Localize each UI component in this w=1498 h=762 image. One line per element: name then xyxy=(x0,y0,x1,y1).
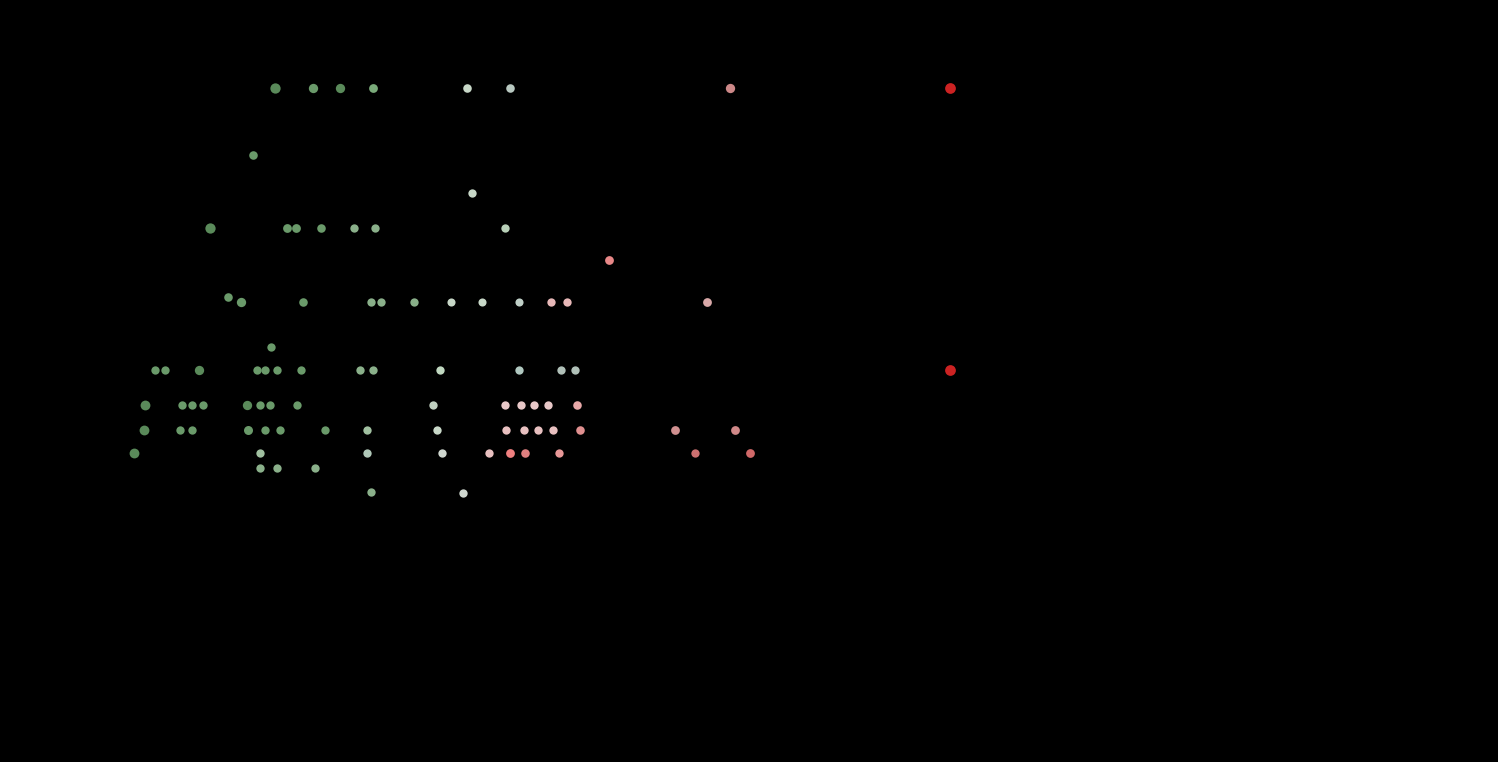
Point xyxy=(497,447,521,459)
Point xyxy=(360,486,383,498)
Point xyxy=(249,447,273,459)
Point xyxy=(664,424,688,436)
Point xyxy=(718,82,742,94)
Point xyxy=(276,222,300,234)
Point xyxy=(169,399,193,411)
Point xyxy=(512,447,536,459)
Point xyxy=(421,399,445,411)
Point xyxy=(361,364,385,376)
Point xyxy=(565,399,589,411)
Point xyxy=(229,296,253,308)
Point xyxy=(509,399,533,411)
Point xyxy=(541,424,565,436)
Point xyxy=(428,364,452,376)
Point xyxy=(241,149,265,161)
Point xyxy=(180,399,204,411)
Point xyxy=(133,399,157,411)
Point xyxy=(258,399,282,411)
Point xyxy=(494,424,518,436)
Point xyxy=(739,447,762,459)
Point xyxy=(470,296,494,308)
Point xyxy=(360,296,383,308)
Point xyxy=(301,82,325,94)
Point xyxy=(460,187,484,199)
Point xyxy=(253,364,277,376)
Point xyxy=(303,462,327,474)
Point xyxy=(512,424,536,436)
Point xyxy=(153,364,177,376)
Point xyxy=(363,222,386,234)
Point xyxy=(309,222,333,234)
Point xyxy=(142,364,166,376)
Point xyxy=(259,341,283,353)
Point xyxy=(361,82,385,94)
Point xyxy=(598,254,622,266)
Point xyxy=(289,364,313,376)
Point xyxy=(246,364,270,376)
Point xyxy=(192,399,216,411)
Point xyxy=(493,399,517,411)
Point xyxy=(249,462,273,474)
Point xyxy=(121,447,145,459)
Point xyxy=(451,487,475,499)
Point xyxy=(568,424,592,436)
Point xyxy=(249,399,273,411)
Point xyxy=(401,296,425,308)
Point xyxy=(548,364,572,376)
Point xyxy=(342,222,366,234)
Point xyxy=(216,291,240,303)
Point xyxy=(237,424,261,436)
Point xyxy=(285,399,309,411)
Point xyxy=(506,296,530,308)
Point xyxy=(265,462,289,474)
Point xyxy=(526,424,550,436)
Point xyxy=(439,296,463,308)
Point xyxy=(695,296,719,308)
Point xyxy=(369,296,392,308)
Point xyxy=(547,447,571,459)
Point xyxy=(556,296,580,308)
Point xyxy=(198,222,222,234)
Point xyxy=(355,447,379,459)
Point xyxy=(938,364,962,376)
Point xyxy=(313,424,337,436)
Point xyxy=(180,424,204,436)
Point xyxy=(355,424,379,436)
Point xyxy=(493,222,517,234)
Point xyxy=(253,424,277,436)
Point xyxy=(476,447,500,459)
Point xyxy=(539,296,563,308)
Point xyxy=(563,364,587,376)
Point xyxy=(264,82,288,94)
Point xyxy=(285,222,309,234)
Point xyxy=(536,399,560,411)
Point xyxy=(235,399,259,411)
Point xyxy=(430,447,454,459)
Point xyxy=(348,364,372,376)
Point xyxy=(425,424,449,436)
Point xyxy=(265,364,289,376)
Point xyxy=(187,364,211,376)
Point xyxy=(521,399,545,411)
Point xyxy=(938,82,962,94)
Point xyxy=(506,364,530,376)
Point xyxy=(291,296,315,308)
Point xyxy=(132,424,156,436)
Point xyxy=(683,447,707,459)
Point xyxy=(168,424,192,436)
Point xyxy=(497,82,521,94)
Point xyxy=(455,82,479,94)
Point xyxy=(328,82,352,94)
Point xyxy=(724,424,748,436)
Point xyxy=(268,424,292,436)
